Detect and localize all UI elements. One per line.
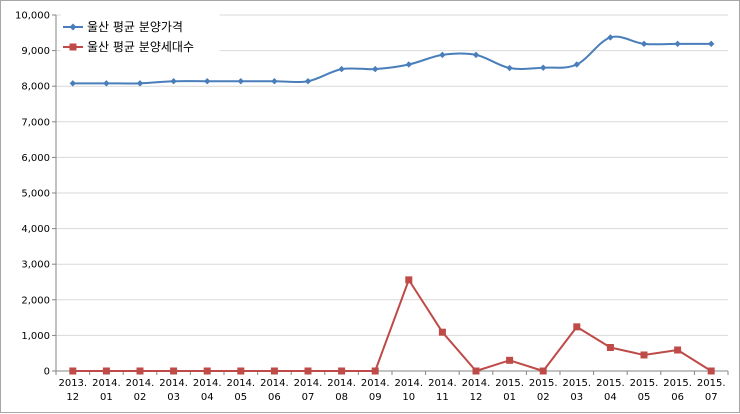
series-0-point-1: [103, 80, 110, 87]
x-tick-label-16: 2015. 04: [596, 378, 625, 403]
x-tick-label-14: 2015. 02: [529, 378, 558, 403]
series-1-point-8: [338, 367, 346, 375]
x-tick-label-5: 2014. 05: [226, 378, 255, 403]
x-tick-label-3: 2014. 03: [159, 378, 188, 403]
series-1-point-15: [573, 323, 581, 331]
series-1-point-5: [237, 367, 245, 375]
series-0-point-6: [271, 78, 278, 85]
series-1-point-13: [506, 356, 514, 364]
series-0-point-19: [708, 40, 715, 48]
y-tick-label-4: 4,000: [21, 224, 50, 235]
series-0-point-13: [506, 64, 513, 72]
series-1-point-9: [371, 367, 379, 375]
x-tick-label-13: 2015. 01: [495, 378, 524, 403]
series-1-point-3: [170, 367, 178, 375]
series-1-point-7: [304, 367, 312, 375]
series-1-point-11: [438, 328, 446, 336]
x-tick-label-6: 2014. 06: [260, 378, 289, 403]
legend-marker-price: [69, 23, 77, 31]
series-1-point-17: [640, 351, 648, 359]
series-0-point-16: [607, 34, 614, 41]
x-tick-label-0: 2013. 12: [58, 378, 87, 403]
series-0-point-9: [372, 65, 379, 73]
legend: 울산 평균 분양가격 울산 평균 분양세대수: [60, 9, 220, 57]
series-0-point-18: [674, 40, 681, 48]
x-tick-label-12: 2014. 12: [462, 378, 491, 403]
y-axis-tick-labels: 0 1,000 2,000 3,000 4,000 5,000 6,000 7,000 8,00…: [15, 11, 50, 378]
series-0-point-17: [640, 40, 648, 48]
series-1-point-10: [405, 276, 413, 284]
x-tick-label-4: 2014. 04: [193, 378, 222, 403]
series-0-point-2: [136, 80, 144, 87]
x-tick-label-11: 2014. 11: [428, 378, 457, 403]
legend-label-units: 울산 평균 분양세대수: [87, 40, 194, 54]
y-tick-label-9: 9,000: [21, 46, 50, 57]
series-1-point-18: [674, 346, 682, 354]
series-line-1: [72, 278, 712, 372]
x-tick-label-19: 2015. 07: [697, 378, 726, 403]
series-1-point-2: [136, 367, 144, 375]
y-tick-label-6: 6,000: [21, 153, 50, 164]
series-1-point-14: [539, 367, 547, 375]
y-tick-label-7: 7,000: [21, 117, 50, 128]
x-tick-label-15: 2015. 03: [562, 378, 591, 403]
x-tick-label-8: 2014. 08: [327, 378, 356, 403]
series-0-point-12: [472, 51, 480, 59]
x-tick-label-2: 2014. 02: [126, 378, 155, 403]
series-1-point-19: [707, 367, 715, 375]
gridlines: [56, 14, 728, 336]
y-tick-label-8: 8,000: [21, 82, 50, 93]
series-0-point-11: [439, 51, 446, 59]
y-tick-label-10: 10,000: [15, 11, 50, 22]
series-plot: [69, 34, 715, 375]
x-tick-label-1: 2014. 01: [92, 378, 121, 403]
x-tick-label-10: 2014. 10: [394, 378, 423, 403]
series-0-point-15: [573, 61, 580, 68]
legend-marker-units: [69, 43, 77, 51]
y-tick-label-5: 5,000: [21, 189, 50, 200]
y-tick-label-0: 0: [44, 367, 50, 378]
y-tick-label-3: 3,000: [21, 260, 50, 271]
x-tick-label-9: 2014. 09: [361, 378, 390, 403]
series-0-point-4: [204, 78, 211, 85]
legend-box: [60, 9, 220, 57]
series-1-point-6: [270, 367, 278, 375]
x-tick-label-7: 2014. 07: [294, 378, 323, 403]
series-0-point-0: [69, 80, 76, 87]
series-1-point-0: [69, 367, 77, 375]
legend-label-price: 울산 평균 분양가격: [87, 20, 183, 34]
y-tick-label-2: 2,000: [21, 295, 50, 306]
series-0-point-7: [304, 78, 312, 85]
series-1-point-16: [606, 344, 614, 352]
y-tick-label-1: 1,000: [21, 331, 50, 342]
x-tick-label-17: 2015. 05: [630, 378, 659, 403]
series-1-point-4: [203, 367, 211, 375]
series-0-point-10: [405, 61, 412, 68]
series-0-point-5: [237, 78, 244, 85]
series-0-point-8: [338, 65, 345, 73]
series-1-point-1: [102, 367, 110, 375]
series-0-point-3: [170, 78, 177, 85]
axes: [52, 14, 729, 375]
x-tick-label-18: 2015. 06: [663, 378, 692, 403]
series-0-point-14: [540, 64, 547, 71]
series-1-point-12: [472, 367, 480, 375]
